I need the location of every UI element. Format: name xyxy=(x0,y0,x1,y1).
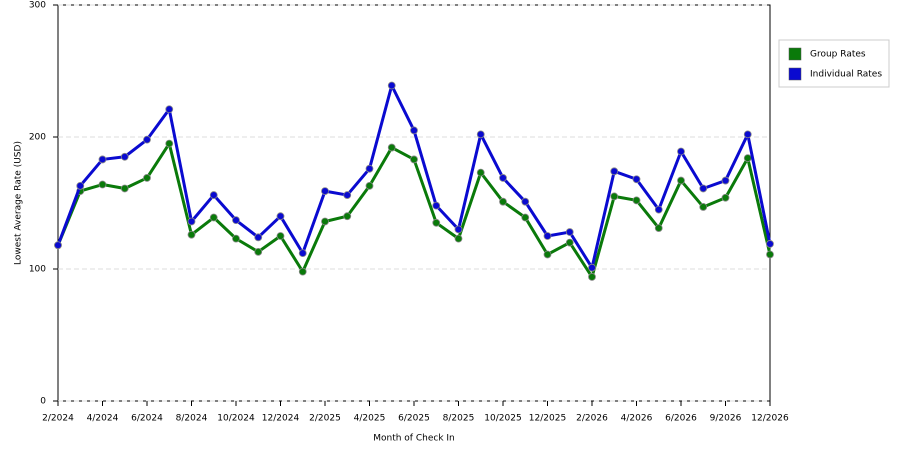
y-tick-label: 300 xyxy=(29,1,46,11)
data-point xyxy=(54,241,62,250)
data-point xyxy=(699,203,708,211)
data-point xyxy=(410,155,418,164)
data-point xyxy=(610,167,619,176)
data-point xyxy=(365,181,374,190)
legend-label: Individual Rates xyxy=(810,70,882,80)
data-point xyxy=(699,184,708,193)
data-point xyxy=(521,197,530,206)
data-point xyxy=(232,234,240,243)
data-point xyxy=(98,180,107,189)
data-point xyxy=(677,176,685,185)
data-point xyxy=(654,205,663,214)
data-point xyxy=(321,187,329,196)
data-point xyxy=(476,130,485,139)
data-point xyxy=(454,225,463,234)
data-point xyxy=(565,238,574,247)
x-tick-label: 6/2024 xyxy=(131,414,163,424)
data-point xyxy=(298,249,307,258)
x-tick-label: 2/2024 xyxy=(42,414,74,424)
y-axis-label: Lowest Average Rate (USD) xyxy=(14,141,24,265)
x-tick-label: 6/2026 xyxy=(665,414,697,424)
x-tick-label: 2/2025 xyxy=(309,414,341,424)
plot-frame xyxy=(57,4,771,402)
data-point xyxy=(387,143,396,152)
y-tick-label: 0 xyxy=(40,397,46,407)
data-point xyxy=(543,250,552,259)
x-tick-label: 8/2025 xyxy=(443,414,475,424)
data-point xyxy=(98,155,107,164)
data-point xyxy=(165,105,174,114)
legend-label: Group Rates xyxy=(810,50,866,60)
data-point xyxy=(387,81,396,90)
data-point xyxy=(410,126,418,135)
data-point xyxy=(276,232,285,240)
data-point xyxy=(120,152,129,161)
data-point xyxy=(610,192,619,201)
data-point xyxy=(365,164,374,173)
data-point xyxy=(654,224,663,232)
data-point xyxy=(432,201,441,210)
data-point xyxy=(276,212,285,221)
x-tick-label: 4/2025 xyxy=(354,414,386,424)
data-point xyxy=(632,196,641,205)
y-tick-label: 200 xyxy=(29,133,46,143)
x-tick-label: 9/2026 xyxy=(710,414,742,424)
data-point xyxy=(120,184,129,193)
data-point xyxy=(499,174,507,182)
x-tick-label: 4/2024 xyxy=(87,414,119,424)
data-point xyxy=(209,191,218,199)
data-point xyxy=(209,213,218,222)
data-point xyxy=(677,147,685,156)
data-point xyxy=(187,230,196,239)
series-line xyxy=(56,84,772,270)
data-point xyxy=(743,130,752,139)
x-tick-label: 12/2025 xyxy=(529,414,566,424)
data-point xyxy=(499,197,507,206)
data-point xyxy=(721,176,730,185)
data-point xyxy=(543,232,552,240)
data-point xyxy=(254,247,263,256)
legend-swatch xyxy=(788,47,802,61)
data-point xyxy=(232,216,240,225)
data-point xyxy=(766,250,774,259)
legend-swatch xyxy=(788,67,802,81)
data-point xyxy=(721,193,730,202)
data-point xyxy=(143,135,151,144)
data-point xyxy=(588,263,596,272)
data-point xyxy=(588,273,596,281)
data-point xyxy=(454,234,463,243)
x-tick-label: 12/2026 xyxy=(751,414,789,424)
x-tick-label: 12/2024 xyxy=(262,414,300,424)
x-tick-label: 8/2024 xyxy=(176,414,208,424)
x-tick-label: 2/2026 xyxy=(576,414,608,424)
data-point xyxy=(343,212,352,221)
data-point xyxy=(298,267,307,276)
x-axis-label: Month of Check In xyxy=(373,434,455,444)
data-point xyxy=(632,175,641,184)
data-point xyxy=(254,233,263,242)
data-point xyxy=(343,191,352,199)
data-point xyxy=(432,218,441,227)
x-tick-label: 10/2025 xyxy=(484,414,521,424)
data-point xyxy=(76,181,85,190)
data-point xyxy=(143,174,151,182)
data-point xyxy=(321,217,329,226)
series-line xyxy=(56,142,772,279)
data-point xyxy=(743,154,752,163)
y-tick-label: 100 xyxy=(29,265,46,275)
x-tick-label: 4/2026 xyxy=(621,414,653,424)
x-tick-label: 6/2025 xyxy=(398,414,430,424)
data-point xyxy=(187,217,196,226)
data-point xyxy=(766,240,774,248)
data-point xyxy=(565,228,574,236)
data-point xyxy=(521,213,530,222)
data-point xyxy=(165,139,174,148)
data-point xyxy=(476,168,485,177)
x-tick-label: 10/2024 xyxy=(217,414,255,424)
